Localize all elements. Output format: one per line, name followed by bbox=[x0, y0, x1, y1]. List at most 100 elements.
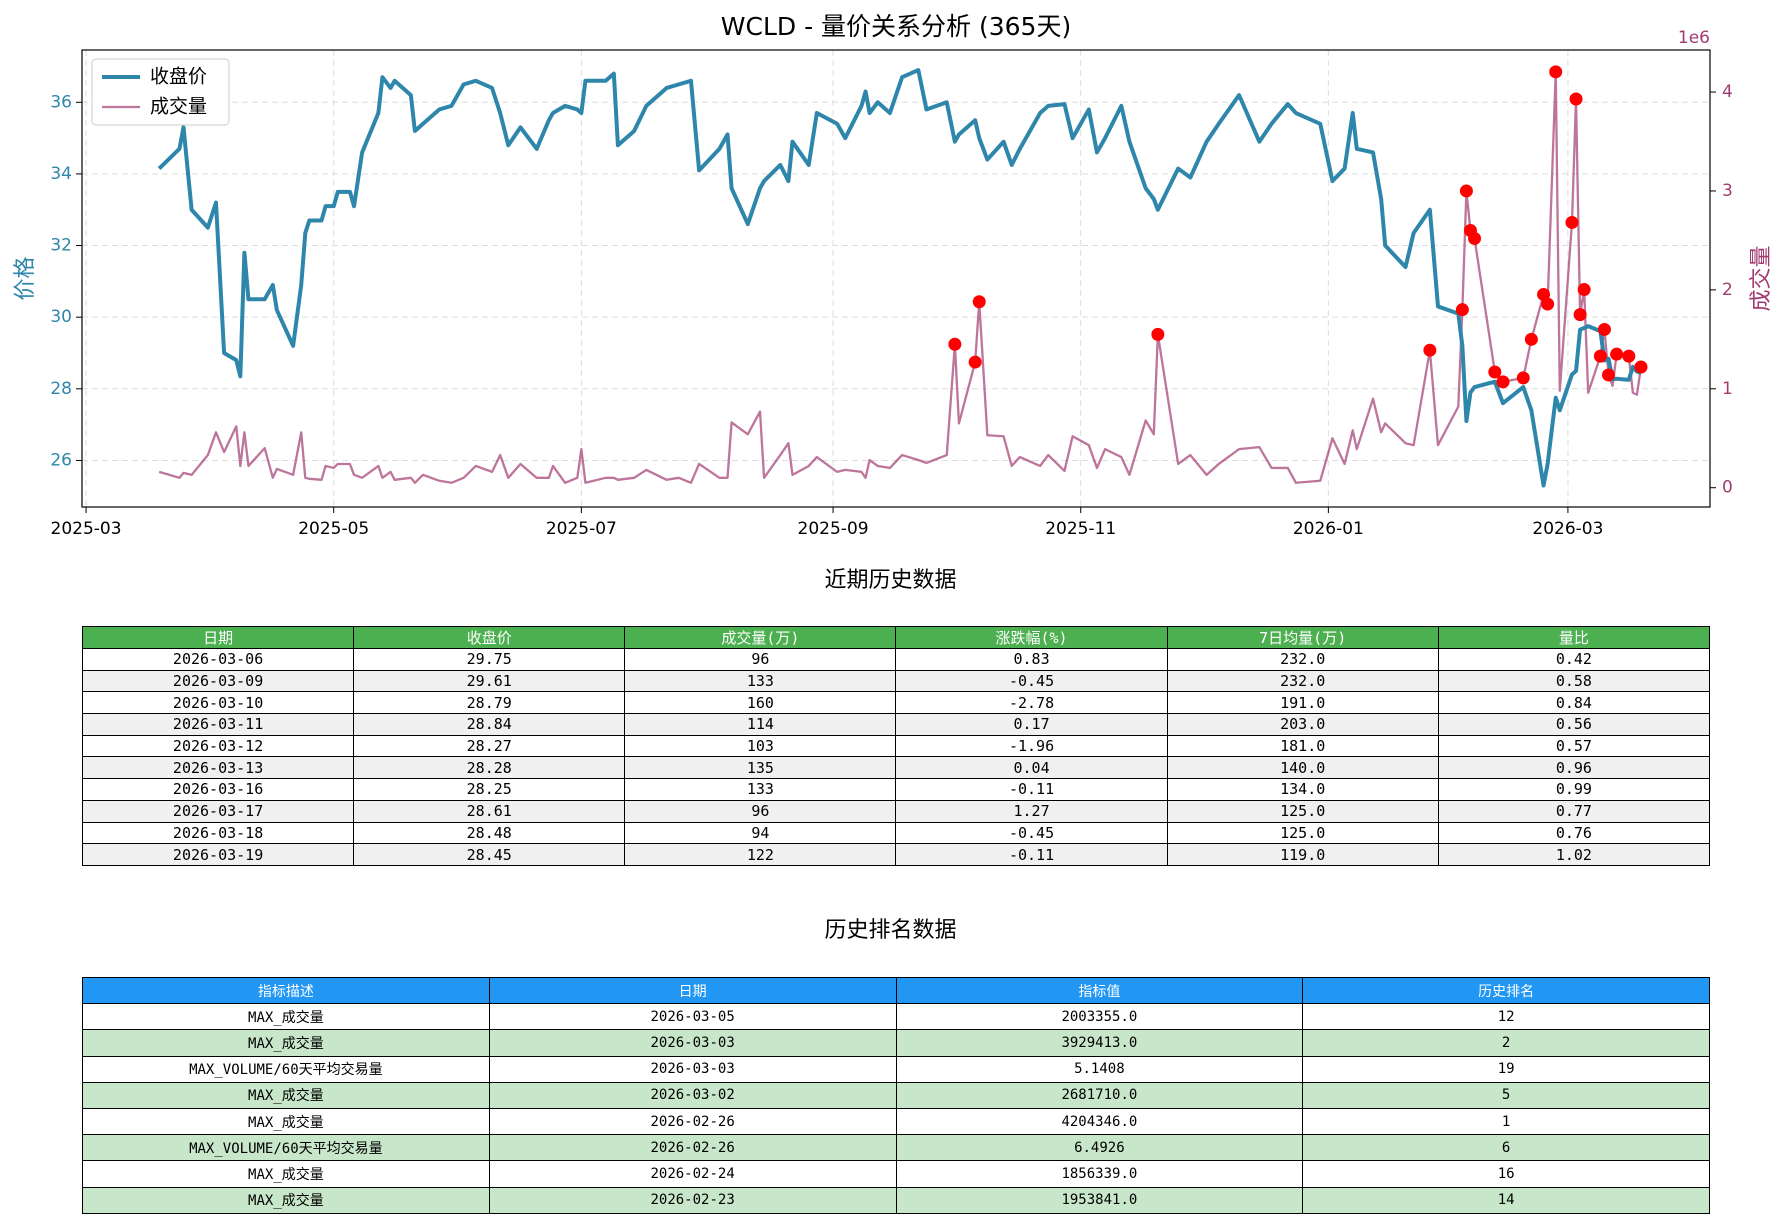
table-cell: 2026-03-19 bbox=[81, 843, 355, 866]
table-cell: 0.77 bbox=[1437, 799, 1711, 823]
volume-marker bbox=[1634, 360, 1648, 374]
table-row: MAX_VOLUME/60天平均交易量 2026-02-26 6.4926 6 bbox=[82, 1134, 1710, 1162]
volume-marker bbox=[1541, 297, 1555, 311]
column-header: 日期 bbox=[81, 626, 355, 649]
table-cell: 6.4926 bbox=[895, 1134, 1304, 1162]
y2-tick-label: 4 bbox=[1722, 82, 1733, 102]
volume-line bbox=[158, 70, 1643, 484]
y-tick-label: 30 bbox=[50, 307, 72, 327]
chart: WCLD - 量价关系分析 (365天) 2025-03 2025-05 2025-… bbox=[13, 12, 1774, 539]
column-header: 涨跌幅(%) bbox=[895, 626, 1168, 649]
table-cell: 2 bbox=[1302, 1029, 1710, 1057]
table-cell: 0.83 bbox=[895, 648, 1168, 671]
table-row: MAX_成交量 2026-03-05 2003355.0 12 bbox=[82, 1003, 1710, 1031]
table-cell: 135 bbox=[624, 756, 897, 780]
table-row: 2026-03-09 29.61 133 -0.45 232.0 0.58 bbox=[81, 669, 1711, 693]
volume-marker bbox=[1569, 92, 1583, 106]
column-header: 收盘价 bbox=[353, 626, 626, 649]
volume-marker bbox=[1573, 308, 1587, 322]
legend-label: 成交量 bbox=[150, 96, 207, 118]
table-cell: 2026-03-18 bbox=[81, 821, 355, 845]
table-cell: 28.79 bbox=[353, 691, 626, 715]
table-cell: 2026-03-11 bbox=[81, 713, 355, 736]
table-cell: 2026-03-05 bbox=[488, 1003, 897, 1031]
table-cell: 1 bbox=[1302, 1107, 1710, 1136]
column-header: 日期 bbox=[488, 976, 897, 1005]
volume-marker bbox=[1468, 231, 1482, 245]
table-cell: 140.0 bbox=[1166, 756, 1439, 780]
table-cell: 0.99 bbox=[1437, 778, 1711, 801]
y-tick-label: 32 bbox=[50, 236, 72, 256]
table-cell: 3929413.0 bbox=[895, 1029, 1304, 1057]
table-row: MAX_成交量 2026-02-23 1953841.0 14 bbox=[82, 1186, 1710, 1214]
table-cell: 1953841.0 bbox=[895, 1186, 1304, 1214]
table-cell: 5.1408 bbox=[895, 1055, 1304, 1083]
table-cell: 28.25 bbox=[353, 778, 626, 801]
table-cell: 29.61 bbox=[353, 669, 626, 693]
table-row: 2026-03-16 28.25 133 -0.11 134.0 0.99 bbox=[81, 778, 1711, 801]
data-table: 日期 收盘价 成交量(万) 涨跌幅(%) 7日均量(万) 量比 2026-03-06 29.7… bbox=[81, 626, 1711, 866]
table-cell: 0.57 bbox=[1437, 734, 1711, 758]
table-cell: MAX_VOLUME/60天平均交易量 bbox=[82, 1055, 490, 1083]
table-cell: -1.96 bbox=[895, 734, 1168, 758]
table-cell: 28.61 bbox=[353, 799, 626, 823]
table-row: 2026-03-19 28.45 122 -0.11 119.0 1.02 bbox=[81, 843, 1711, 866]
table-cell: 0.42 bbox=[1437, 648, 1711, 671]
table-cell: 94 bbox=[624, 821, 897, 845]
table-cell: 96 bbox=[624, 648, 897, 671]
table-row: 2026-03-11 28.84 114 0.17 203.0 0.56 bbox=[81, 713, 1711, 736]
table-cell: 2026-02-24 bbox=[488, 1160, 897, 1188]
table-cell: 5 bbox=[1302, 1081, 1710, 1109]
column-header: 指标描述 bbox=[82, 976, 490, 1005]
table-cell: 2026-02-26 bbox=[488, 1134, 897, 1162]
table-cell: 2681710.0 bbox=[895, 1081, 1304, 1109]
table-cell: 16 bbox=[1302, 1160, 1710, 1188]
table-cell: 28.48 bbox=[353, 821, 626, 845]
table-cell: 2026-03-09 bbox=[81, 669, 355, 693]
column-header: 7日均量(万) bbox=[1166, 626, 1439, 649]
table-cell: 2026-03-03 bbox=[488, 1029, 897, 1057]
table-cell: 2026-03-16 bbox=[81, 778, 355, 801]
x-tick-label: 2025-11 bbox=[1045, 519, 1116, 539]
column-header: 指标值 bbox=[895, 976, 1304, 1005]
table-cell: 2026-02-23 bbox=[488, 1186, 897, 1214]
table-cell: 181.0 bbox=[1166, 734, 1439, 758]
table-cell: 14 bbox=[1302, 1186, 1710, 1214]
table-cell: MAX_VOLUME/60天平均交易量 bbox=[82, 1134, 490, 1162]
volume-marker bbox=[1597, 322, 1611, 336]
volume-marker bbox=[1524, 332, 1538, 346]
table-cell: 4204346.0 bbox=[895, 1107, 1304, 1136]
table-cell: 1.27 bbox=[895, 799, 1168, 823]
y-axis-label: 价格 bbox=[13, 256, 38, 300]
table-cell: -0.45 bbox=[895, 669, 1168, 693]
table-row: MAX_VOLUME/60天平均交易量 2026-03-03 5.1408 19 bbox=[82, 1055, 1710, 1083]
column-header: 成交量(万) bbox=[624, 626, 897, 649]
table-cell: MAX_成交量 bbox=[82, 1003, 490, 1031]
table-cell: 134.0 bbox=[1166, 778, 1439, 801]
volume-marker bbox=[1593, 349, 1607, 363]
volume-marker bbox=[972, 295, 986, 309]
price-line bbox=[157, 68, 1642, 488]
volume-marker bbox=[1423, 343, 1437, 357]
x-tick-label: 2025-09 bbox=[798, 519, 869, 539]
table-cell: MAX_成交量 bbox=[82, 1081, 490, 1109]
table-cell: 232.0 bbox=[1166, 648, 1439, 671]
table-title: 历史排名数据 bbox=[824, 918, 957, 943]
x-tick-label: 2026-03 bbox=[1532, 519, 1603, 539]
y-tick-label: 34 bbox=[50, 164, 72, 184]
table-cell: 191.0 bbox=[1166, 691, 1439, 715]
table-cell: 1856339.0 bbox=[895, 1160, 1304, 1188]
y2-tick-label: 3 bbox=[1722, 181, 1733, 201]
table-cell: 0.04 bbox=[895, 756, 1168, 780]
table-cell: 12 bbox=[1302, 1003, 1710, 1031]
chart-title: WCLD - 量价关系分析 (365天) bbox=[721, 12, 1071, 41]
volume-marker bbox=[948, 337, 962, 351]
table-row: 2026-03-06 29.75 96 0.83 232.0 0.42 bbox=[81, 648, 1711, 671]
table-cell: 103 bbox=[624, 734, 897, 758]
table-cell: 122 bbox=[624, 843, 897, 866]
y-tick-label: 28 bbox=[50, 379, 72, 399]
table-cell: 28.28 bbox=[353, 756, 626, 780]
table-row: 2026-03-17 28.61 96 1.27 125.0 0.77 bbox=[81, 799, 1711, 823]
table-cell: 2026-03-02 bbox=[488, 1081, 897, 1109]
